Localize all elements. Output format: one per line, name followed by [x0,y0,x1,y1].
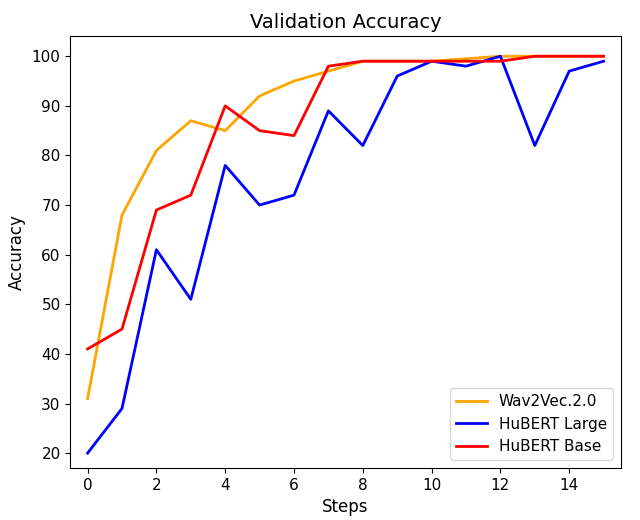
Line: Wav2Vec.2.0: Wav2Vec.2.0 [88,56,604,398]
Wav2Vec.2.0 [428,58,435,64]
HuBERT Base [497,58,504,64]
HuBERT Base [118,326,126,332]
Wav2Vec.2.0 [221,127,229,134]
Wav2Vec.2.0 [84,395,92,401]
HuBERT Base [221,103,229,109]
HuBERT Base [531,53,539,59]
HuBERT Base [324,63,332,69]
HuBERT Base [462,58,470,64]
Y-axis label: Accuracy: Accuracy [8,214,26,290]
Line: HuBERT Base: HuBERT Base [88,56,604,349]
HuBERT Base [428,58,435,64]
HuBERT Large [187,296,195,303]
HuBERT Large [462,63,470,69]
HuBERT Large [565,68,573,74]
HuBERT Large [290,192,298,198]
Wav2Vec.2.0 [187,118,195,124]
HuBERT Large [152,246,160,253]
HuBERT Large [221,162,229,168]
HuBERT Large [256,202,264,208]
HuBERT Large [324,108,332,114]
Wav2Vec.2.0 [531,53,539,59]
HuBERT Large [428,58,435,64]
HuBERT Large [600,58,607,64]
HuBERT Base [600,53,607,59]
Wav2Vec.2.0 [118,212,126,218]
HuBERT Base [359,58,367,64]
HuBERT Large [84,450,92,456]
HuBERT Large [497,53,504,59]
HuBERT Large [118,406,126,412]
HuBERT Large [394,73,401,79]
Wav2Vec.2.0 [324,68,332,74]
Wav2Vec.2.0 [359,58,367,64]
Wav2Vec.2.0 [152,147,160,153]
HuBERT Large [531,142,539,149]
HuBERT Large [359,142,367,149]
X-axis label: Steps: Steps [323,498,369,516]
HuBERT Base [256,127,264,134]
Wav2Vec.2.0 [497,53,504,59]
Wav2Vec.2.0 [290,78,298,84]
Line: HuBERT Large: HuBERT Large [88,56,604,453]
Wav2Vec.2.0 [565,53,573,59]
Wav2Vec.2.0 [256,93,264,99]
Wav2Vec.2.0 [462,56,470,62]
Legend: Wav2Vec.2.0, HuBERT Large, HuBERT Base: Wav2Vec.2.0, HuBERT Large, HuBERT Base [450,388,613,460]
HuBERT Base [152,207,160,213]
HuBERT Base [84,346,92,352]
HuBERT Base [565,53,573,59]
Wav2Vec.2.0 [394,58,401,64]
HuBERT Base [290,133,298,139]
Title: Validation Accuracy: Validation Accuracy [250,13,442,32]
HuBERT Base [394,58,401,64]
Wav2Vec.2.0 [600,53,607,59]
HuBERT Base [187,192,195,198]
